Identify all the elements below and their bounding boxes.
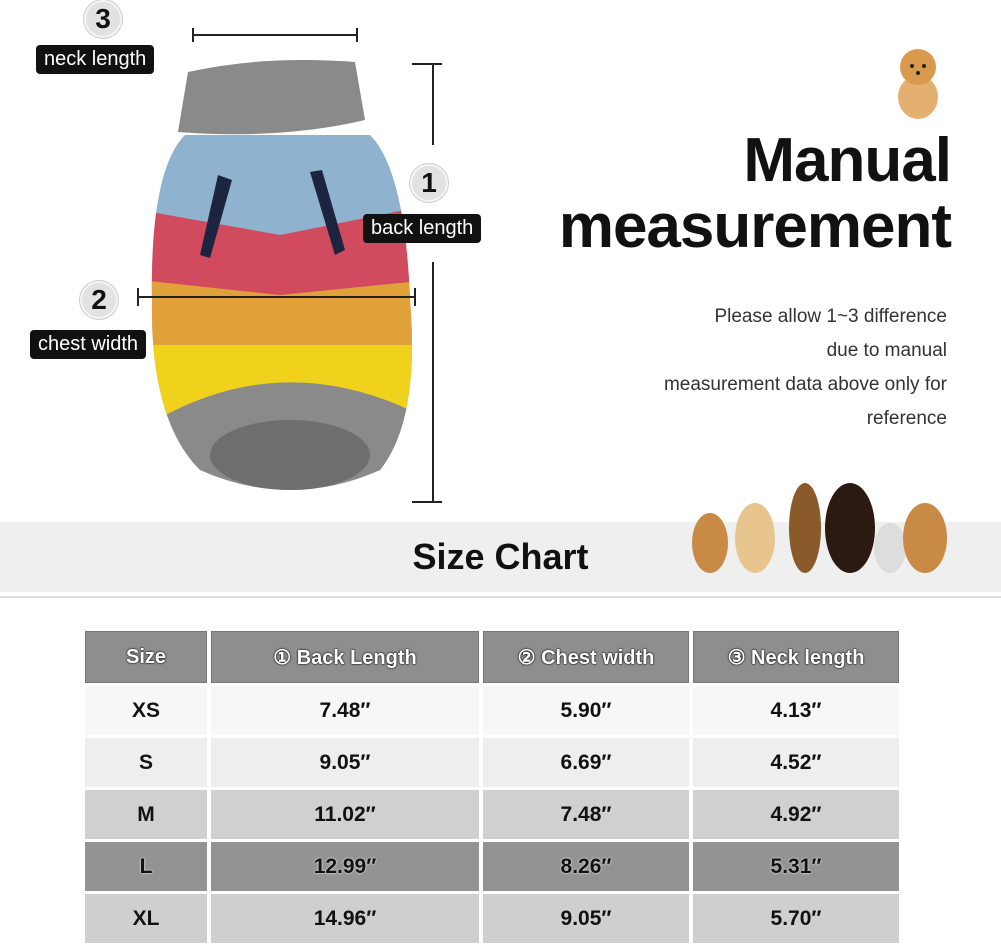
table-row: XS 7.48″ 5.90″ 4.13″: [85, 686, 899, 735]
neck-number-badge: 3: [84, 0, 122, 38]
note-line: measurement data above only for: [663, 374, 947, 395]
back-length-cell: 11.02″: [211, 790, 479, 839]
neck-length-cell: 5.31″: [693, 842, 899, 891]
table-row: L 12.99″ 8.26″ 5.31″: [85, 842, 899, 891]
sweater-illustration: [137, 28, 442, 503]
size-cell: XL: [85, 894, 207, 943]
chest-number-badge: 2: [80, 281, 118, 319]
neck-length-cell: 4.92″: [693, 790, 899, 839]
chest-width-cell: 6.69″: [483, 738, 689, 787]
back-length-cell: 9.05″: [211, 738, 479, 787]
table-row: XL 14.96″ 9.05″ 5.70″: [85, 894, 899, 943]
size-chart-title: Size Chart: [412, 536, 589, 577]
back-length-cell: 7.48″: [211, 686, 479, 735]
title-line-2: measurement: [558, 192, 952, 261]
header-chest-width: ② Chest width: [483, 631, 689, 683]
size-table: Size ① Back Length ② Chest width ③ Neck …: [81, 628, 903, 946]
chest-width-label: chest width: [30, 330, 147, 359]
note-line: reference: [866, 408, 947, 429]
note-line: Please allow 1~3 difference: [714, 306, 947, 327]
back-length-cell: 12.99″: [211, 842, 479, 891]
chest-width-cell: 7.48″: [483, 790, 689, 839]
header-neck-length: ③ Neck length: [693, 631, 899, 683]
neck-length-label: neck length: [36, 45, 155, 74]
size-cell: XS: [85, 686, 207, 735]
neck-length-cell: 4.52″: [693, 738, 899, 787]
table-row: M 11.02″ 7.48″ 4.92″: [85, 790, 899, 839]
table-row: S 9.05″ 6.69″ 4.52″: [85, 738, 899, 787]
page-title: Manual measurement: [558, 126, 952, 261]
table-header-row: Size ① Back Length ② Chest width ③ Neck …: [85, 631, 899, 683]
measurement-note: Please allow 1~3 difference due to manua…: [664, 300, 947, 436]
size-cell: S: [85, 738, 207, 787]
puppy-image: [888, 42, 948, 122]
neck-length-cell: 5.70″: [693, 894, 899, 943]
back-number-badge: 1: [410, 164, 448, 202]
header-size: Size: [85, 631, 207, 683]
header-back-length: ① Back Length: [211, 631, 479, 683]
dogs-group-image: [692, 483, 947, 573]
size-cell: L: [85, 842, 207, 891]
chest-width-cell: 5.90″: [483, 686, 689, 735]
back-length-label: back length: [363, 214, 482, 243]
note-line: due to manual: [826, 340, 947, 361]
neck-length-cell: 4.13″: [693, 686, 899, 735]
chest-width-cell: 9.05″: [483, 894, 689, 943]
chest-width-cell: 8.26″: [483, 842, 689, 891]
title-line-1: Manual: [743, 126, 952, 195]
divider: [0, 596, 1001, 598]
size-cell: M: [85, 790, 207, 839]
back-length-cell: 14.96″: [211, 894, 479, 943]
